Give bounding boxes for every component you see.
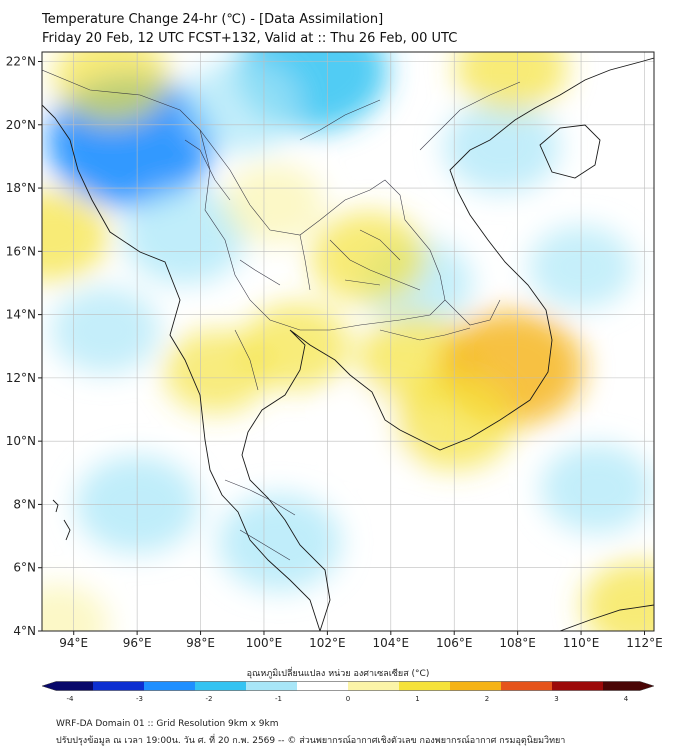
lat-label: 6°N <box>13 561 36 575</box>
field-blob <box>443 100 560 193</box>
lon-label: 98°E <box>186 636 215 650</box>
update-credit: ปรับปรุงข้อมูล ณ เวลา 19:00น. วัน ศ. ที่… <box>56 736 566 746</box>
lon-label: 94°E <box>59 636 88 650</box>
lon-label: 106°E <box>436 636 473 650</box>
field-blob <box>42 584 109 631</box>
colorbar-tick-label: -4 <box>67 695 75 703</box>
colorbar-gradient <box>41 681 655 691</box>
map-title: Temperature Change 24-hr (℃) - [Data Ass… <box>42 12 384 27</box>
lat-label: 14°N <box>6 308 36 322</box>
lat-label: 4°N <box>13 624 36 638</box>
colorbar-tick-label: -3 <box>136 695 143 703</box>
field-blob <box>581 561 654 631</box>
colorbar-tick-label: 1 <box>415 695 419 703</box>
lon-label: 112°E <box>626 636 663 650</box>
colorbar-label: อุณหภูมิเปลี่ยนแปลง หน่วย องศาเซลเซียส (… <box>246 669 430 679</box>
field-blob <box>540 444 654 534</box>
temperature-field <box>42 52 654 631</box>
lat-label: 16°N <box>6 244 36 258</box>
lat-label: 18°N <box>6 181 36 195</box>
lat-label: 20°N <box>6 118 36 132</box>
lat-label: 8°N <box>13 497 36 511</box>
lat-label: 12°N <box>6 371 36 385</box>
colorbar-tick-label: 4 <box>624 695 629 703</box>
field-blob <box>42 189 110 282</box>
lon-label: 102°E <box>309 636 346 650</box>
lat-label: 22°N <box>6 54 36 68</box>
colorbar-tick-label: -2 <box>206 695 213 703</box>
field-blob <box>310 211 427 304</box>
colorbar: -4 -3 -2 -1 0 1 2 3 4 <box>41 681 655 703</box>
plot-frame <box>41 51 655 632</box>
lon-label: 100°E <box>246 636 283 650</box>
field-blob <box>218 493 342 592</box>
borders <box>42 69 521 561</box>
field-blob <box>222 163 325 245</box>
field-blob <box>183 59 300 152</box>
lon-label: 104°E <box>373 636 410 650</box>
map-subtitle: Friday 20 Feb, 12 UTC FCST+132, Valid at… <box>42 31 458 46</box>
lon-label: 110°E <box>563 636 600 650</box>
field-blob <box>163 329 270 414</box>
field-blob <box>53 52 170 124</box>
colorbar-tick-label: 0 <box>346 695 350 703</box>
colorbar-tick-label: 2 <box>485 695 489 703</box>
colorbar-tick-label: 3 <box>554 695 558 703</box>
graticule <box>42 52 654 631</box>
lat-label: 10°N <box>6 434 36 448</box>
coastlines <box>42 57 654 631</box>
model-info: WRF-DA Domain 01 :: Grid Resolution 9km … <box>56 719 279 729</box>
colorbar-tick-label: -1 <box>275 695 282 703</box>
field-blob <box>51 287 160 374</box>
lon-label: 108°E <box>499 636 536 650</box>
field-blob <box>455 52 568 113</box>
lon-label: 96°E <box>123 636 152 650</box>
field-blob <box>123 186 247 285</box>
